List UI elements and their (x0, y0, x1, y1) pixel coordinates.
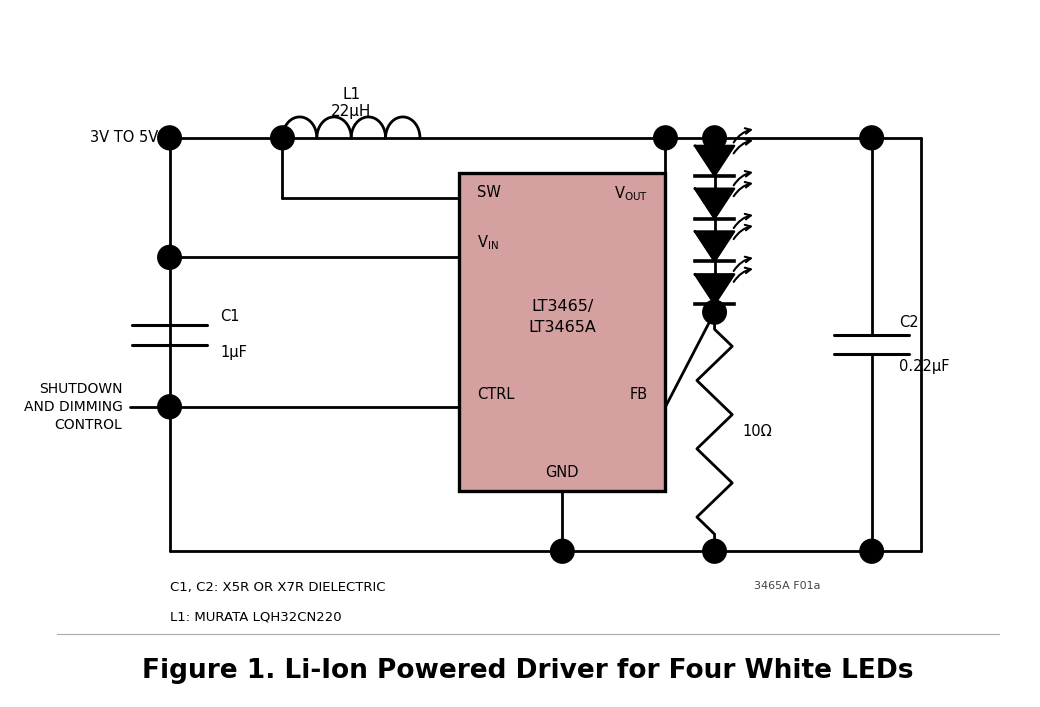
Text: C1, C2: X5R OR X7R DIELECTRIC: C1, C2: X5R OR X7R DIELECTRIC (170, 581, 385, 594)
Polygon shape (695, 146, 734, 176)
Circle shape (703, 126, 726, 150)
Text: CTRL: CTRL (477, 387, 515, 402)
Text: V$_{\mathregular{IN}}$: V$_{\mathregular{IN}}$ (477, 234, 499, 252)
Circle shape (550, 539, 574, 563)
Text: C2: C2 (900, 315, 918, 330)
Text: V$_{\mathregular{OUT}}$: V$_{\mathregular{OUT}}$ (614, 185, 648, 204)
Text: FB: FB (629, 387, 648, 402)
Text: L1: MURATA LQH32CN220: L1: MURATA LQH32CN220 (170, 611, 341, 624)
Text: C1: C1 (220, 309, 240, 324)
Text: 1μF: 1μF (220, 345, 248, 360)
Text: 3V TO 5V: 3V TO 5V (89, 130, 158, 146)
Text: 0.22μF: 0.22μF (900, 359, 950, 374)
Text: GND: GND (546, 464, 579, 479)
Circle shape (158, 126, 181, 150)
Circle shape (703, 300, 726, 324)
Text: LT3465/
LT3465A: LT3465/ LT3465A (528, 299, 596, 335)
Circle shape (860, 539, 883, 563)
Circle shape (860, 126, 883, 150)
Text: 22μH: 22μH (331, 104, 371, 119)
Polygon shape (695, 189, 734, 218)
Circle shape (158, 395, 181, 419)
Circle shape (270, 126, 294, 150)
Polygon shape (695, 231, 734, 262)
Bar (460, 173, 666, 491)
Circle shape (703, 539, 726, 563)
Circle shape (158, 245, 181, 269)
Text: L1: L1 (342, 87, 360, 102)
Text: SHUTDOWN
AND DIMMING
CONTROL: SHUTDOWN AND DIMMING CONTROL (24, 382, 123, 432)
Text: SW: SW (477, 185, 501, 199)
Text: Figure 1. Li-Ion Powered Driver for Four White LEDs: Figure 1. Li-Ion Powered Driver for Four… (142, 658, 914, 684)
Polygon shape (695, 274, 734, 304)
Text: 10Ω: 10Ω (743, 424, 772, 439)
Circle shape (654, 126, 677, 150)
Text: 3465A F01a: 3465A F01a (754, 581, 821, 591)
